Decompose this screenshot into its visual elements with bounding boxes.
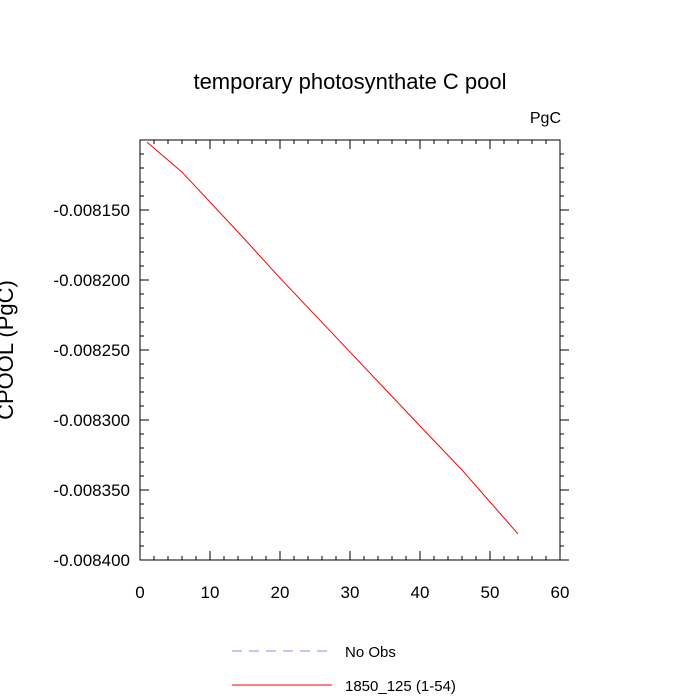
axis-ticks <box>139 140 569 561</box>
series-lines <box>146 141 519 535</box>
y-tick-label: -0.008300 <box>53 411 130 430</box>
y-tick-labels: -0.008150 -0.008200 -0.008250 -0.008300 -0.0… <box>53 201 130 570</box>
x-tick-label: 20 <box>271 583 290 602</box>
chart-title: temporary photosynthate C pool <box>193 69 506 94</box>
y-tick-label: -0.008400 <box>53 551 130 570</box>
legend-label-no-obs: No Obs <box>345 644 396 661</box>
x-tick-label: 40 <box>411 583 430 602</box>
units-label: PgC <box>530 110 561 127</box>
y-tick-label: -0.008150 <box>53 201 130 220</box>
x-tick-label: 10 <box>201 583 220 602</box>
legend-label-1850-125: 1850_125 (1-54) <box>345 678 456 695</box>
y-tick-label: -0.008200 <box>53 271 130 290</box>
series-line-1 <box>146 141 519 535</box>
plot-frame <box>139 139 561 561</box>
y-tick-label: -0.008350 <box>53 481 130 500</box>
x-tick-label: 0 <box>135 583 144 602</box>
x-tick-label: 30 <box>341 583 360 602</box>
x-tick-label: 50 <box>481 583 500 602</box>
legend: No Obs 1850_125 (1-54) <box>232 644 456 695</box>
x-tick-labels: 0 10 20 30 40 50 60 <box>135 583 569 602</box>
y-tick-label: -0.008250 <box>53 341 130 360</box>
y-axis-label: CPOOL (PgC) <box>0 280 18 420</box>
x-tick-label: 60 <box>551 583 570 602</box>
